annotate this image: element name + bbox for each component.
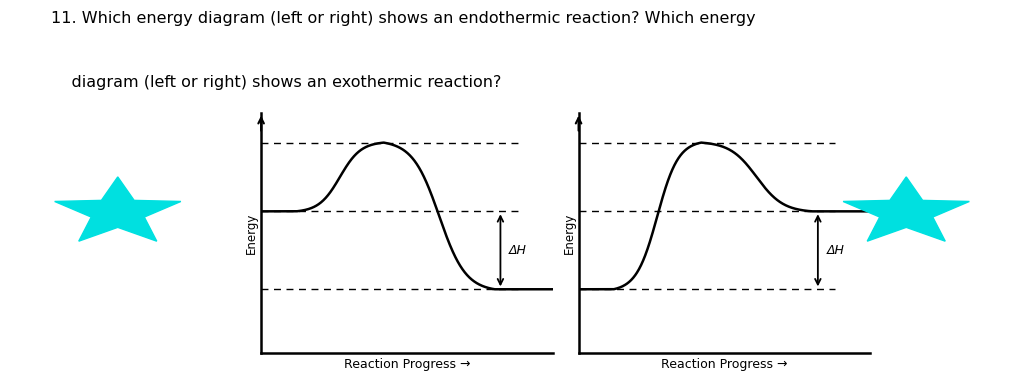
Text: diagram (left or right) shows an exothermic reaction?: diagram (left or right) shows an exother… bbox=[51, 75, 502, 90]
Y-axis label: Energy: Energy bbox=[246, 212, 258, 254]
Text: ΔH: ΔH bbox=[509, 244, 527, 257]
Y-axis label: Energy: Energy bbox=[563, 212, 575, 254]
X-axis label: Reaction Progress →: Reaction Progress → bbox=[344, 358, 470, 371]
Text: 11. Which energy diagram (left or right) shows an endothermic reaction? Which en: 11. Which energy diagram (left or right)… bbox=[51, 11, 756, 26]
X-axis label: Reaction Progress →: Reaction Progress → bbox=[662, 358, 787, 371]
Text: ΔH: ΔH bbox=[826, 244, 845, 257]
